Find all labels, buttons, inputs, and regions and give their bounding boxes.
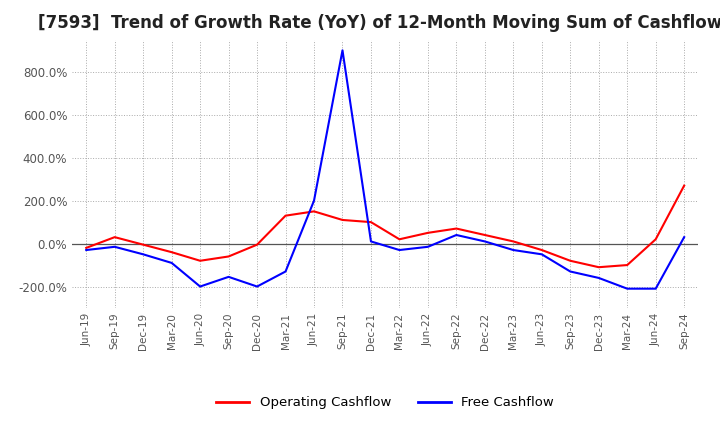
Free Cashflow: [480, 239, 489, 244]
Operating Cashflow: [282, 213, 290, 218]
Operating Cashflow: [652, 237, 660, 242]
Free Cashflow: [196, 284, 204, 289]
Line: Operating Cashflow: Operating Cashflow: [86, 186, 684, 267]
Operating Cashflow: [566, 258, 575, 264]
Free Cashflow: [395, 247, 404, 253]
Legend: Operating Cashflow, Free Cashflow: Operating Cashflow, Free Cashflow: [211, 391, 559, 414]
Free Cashflow: [566, 269, 575, 274]
Free Cashflow: [338, 48, 347, 53]
Operating Cashflow: [110, 235, 119, 240]
Operating Cashflow: [366, 220, 375, 225]
Free Cashflow: [167, 260, 176, 266]
Free Cashflow: [509, 247, 518, 253]
Free Cashflow: [537, 252, 546, 257]
Operating Cashflow: [225, 254, 233, 259]
Operating Cashflow: [82, 245, 91, 250]
Free Cashflow: [253, 284, 261, 289]
Free Cashflow: [452, 232, 461, 238]
Operating Cashflow: [167, 249, 176, 255]
Operating Cashflow: [509, 239, 518, 244]
Operating Cashflow: [253, 242, 261, 247]
Free Cashflow: [595, 275, 603, 281]
Operating Cashflow: [623, 262, 631, 268]
Operating Cashflow: [196, 258, 204, 264]
Free Cashflow: [652, 286, 660, 291]
Operating Cashflow: [680, 183, 688, 188]
Operating Cashflow: [310, 209, 318, 214]
Operating Cashflow: [338, 217, 347, 223]
Operating Cashflow: [452, 226, 461, 231]
Operating Cashflow: [395, 237, 404, 242]
Operating Cashflow: [480, 232, 489, 238]
Free Cashflow: [82, 247, 91, 253]
Free Cashflow: [282, 269, 290, 274]
Free Cashflow: [225, 274, 233, 279]
Line: Free Cashflow: Free Cashflow: [86, 50, 684, 289]
Title: [7593]  Trend of Growth Rate (YoY) of 12-Month Moving Sum of Cashflows: [7593] Trend of Growth Rate (YoY) of 12-…: [38, 15, 720, 33]
Operating Cashflow: [139, 242, 148, 247]
Free Cashflow: [139, 252, 148, 257]
Free Cashflow: [110, 244, 119, 249]
Free Cashflow: [623, 286, 631, 291]
Operating Cashflow: [537, 247, 546, 253]
Free Cashflow: [423, 244, 432, 249]
Operating Cashflow: [595, 264, 603, 270]
Free Cashflow: [680, 235, 688, 240]
Free Cashflow: [310, 198, 318, 203]
Operating Cashflow: [423, 230, 432, 235]
Free Cashflow: [366, 239, 375, 244]
